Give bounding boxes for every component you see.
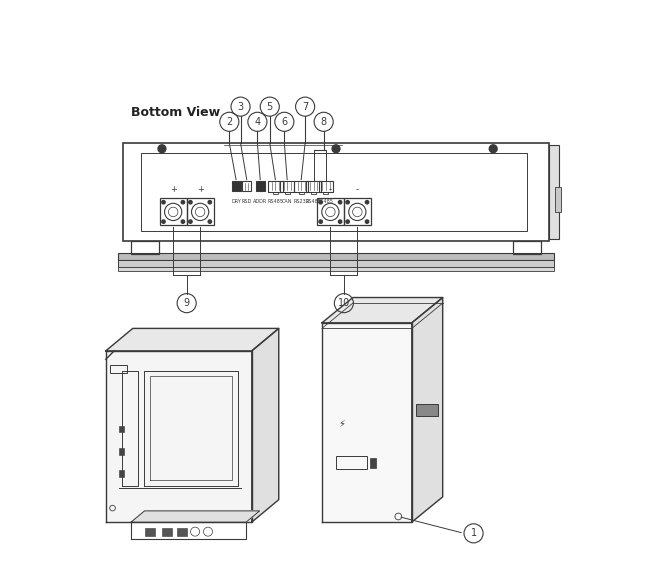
Text: -: -: [356, 185, 359, 194]
Polygon shape: [252, 328, 279, 522]
Circle shape: [181, 220, 185, 223]
Bar: [177, 528, 187, 536]
Bar: [513, 242, 541, 254]
Circle shape: [208, 201, 212, 204]
Circle shape: [189, 220, 192, 223]
Text: RS485: RS485: [267, 198, 284, 204]
Circle shape: [346, 201, 349, 204]
Text: 10: 10: [338, 298, 350, 308]
Polygon shape: [106, 351, 252, 522]
Bar: [187, 198, 214, 226]
Bar: [336, 456, 367, 469]
Circle shape: [162, 201, 165, 204]
Bar: [268, 181, 283, 192]
Text: Bottom View: Bottom View: [132, 106, 220, 119]
Text: 6: 6: [282, 117, 288, 127]
Bar: [110, 365, 127, 373]
Bar: [145, 528, 155, 536]
Text: 1: 1: [470, 528, 476, 538]
Bar: [417, 404, 437, 416]
Text: RS232: RS232: [293, 198, 309, 204]
Bar: [306, 181, 321, 192]
Text: RS485: RS485: [306, 198, 321, 204]
Text: +: +: [170, 185, 177, 194]
Text: ADDR: ADDR: [253, 198, 267, 204]
Circle shape: [366, 201, 369, 204]
Circle shape: [189, 201, 192, 204]
Bar: [141, 153, 527, 231]
Text: RS485: RS485: [318, 198, 334, 204]
Text: 4: 4: [254, 117, 261, 127]
Circle shape: [346, 220, 349, 223]
Bar: [294, 181, 308, 192]
Circle shape: [162, 220, 165, 223]
Text: -: -: [329, 185, 332, 194]
Bar: [118, 260, 554, 266]
Bar: [119, 426, 124, 432]
Circle shape: [339, 201, 342, 204]
Text: RSD: RSD: [242, 198, 252, 204]
Text: 5: 5: [267, 101, 273, 112]
Text: CAN: CAN: [282, 198, 292, 204]
Bar: [232, 181, 241, 192]
Bar: [256, 181, 265, 192]
Bar: [119, 448, 124, 455]
Bar: [317, 198, 344, 226]
Bar: [344, 198, 371, 226]
Bar: [118, 253, 554, 260]
Text: DRY: DRY: [231, 198, 241, 204]
Polygon shape: [412, 298, 443, 522]
Bar: [285, 192, 290, 194]
Text: 3: 3: [237, 101, 244, 112]
Circle shape: [158, 145, 166, 153]
Circle shape: [319, 201, 323, 204]
Bar: [131, 242, 159, 254]
Bar: [123, 143, 549, 242]
Text: ⚡: ⚡: [338, 419, 345, 429]
Circle shape: [208, 220, 212, 223]
Bar: [280, 181, 294, 192]
Bar: [298, 192, 304, 194]
Circle shape: [319, 220, 323, 223]
Bar: [555, 187, 560, 212]
Bar: [319, 181, 333, 192]
Circle shape: [181, 201, 185, 204]
Bar: [273, 192, 278, 194]
Bar: [162, 528, 172, 536]
Bar: [311, 192, 316, 194]
Bar: [549, 145, 560, 239]
Bar: [323, 192, 329, 194]
Text: 2: 2: [226, 117, 233, 127]
Circle shape: [332, 145, 340, 153]
Bar: [118, 266, 554, 271]
Text: 8: 8: [321, 117, 327, 127]
Text: 7: 7: [302, 101, 308, 112]
Circle shape: [339, 220, 342, 223]
Polygon shape: [322, 323, 412, 522]
Text: 9: 9: [183, 298, 190, 308]
Bar: [160, 198, 187, 226]
Bar: [370, 458, 376, 468]
Bar: [119, 471, 124, 477]
Circle shape: [366, 220, 369, 223]
Polygon shape: [106, 328, 279, 351]
Polygon shape: [131, 511, 259, 522]
Text: +: +: [197, 185, 204, 194]
Bar: [242, 181, 251, 192]
Polygon shape: [322, 298, 443, 323]
Circle shape: [489, 145, 497, 153]
